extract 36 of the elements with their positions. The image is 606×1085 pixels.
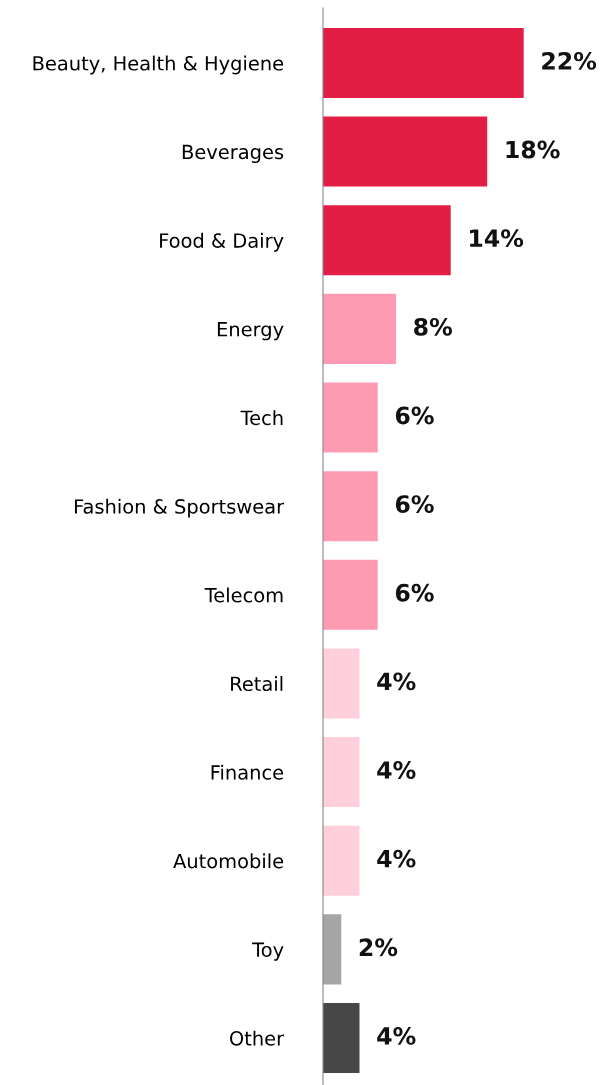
y-tick-label: Other (229, 1030, 285, 1046)
data-label: 4% (377, 761, 416, 779)
bar (323, 27, 524, 98)
data-label: 4% (377, 849, 416, 868)
bar (323, 471, 378, 542)
y-tick-label: Food & Dairy (160, 232, 284, 252)
y-tick-label: Automobile (173, 853, 284, 869)
bar (323, 825, 360, 896)
data-label: 2% (359, 938, 398, 957)
bar (323, 293, 396, 364)
data-label: 6% (395, 583, 434, 602)
y-tick-label: Fashion & Sportswear (74, 498, 285, 518)
bar (323, 737, 360, 808)
y-tick-label: Tech (240, 410, 283, 426)
y-tick-label: Finance (211, 764, 284, 780)
bar (323, 382, 378, 453)
y-tick-label: Beverages (182, 144, 284, 164)
data-label: 14% (470, 229, 524, 248)
data-label: 6% (395, 495, 434, 514)
data-label: 8% (414, 317, 452, 336)
y-tick-label: Toy (252, 942, 284, 961)
y-tick-label: Telecom (204, 587, 283, 603)
data-label: 4% (377, 672, 416, 691)
data-label: 22% (542, 51, 597, 70)
bar (323, 559, 378, 630)
bar (323, 914, 342, 985)
y-tick-label: Retail (231, 676, 283, 692)
bar (323, 648, 360, 719)
data-label: 18% (506, 140, 560, 159)
bar (323, 1003, 360, 1074)
data-label: 6% (395, 406, 434, 425)
y-tick-label: Energy (217, 322, 284, 341)
data-label: 4% (377, 1027, 416, 1045)
y-tick-label: Beauty, Health & Hygiene (33, 55, 284, 75)
bar (323, 116, 488, 187)
bar (323, 205, 451, 276)
